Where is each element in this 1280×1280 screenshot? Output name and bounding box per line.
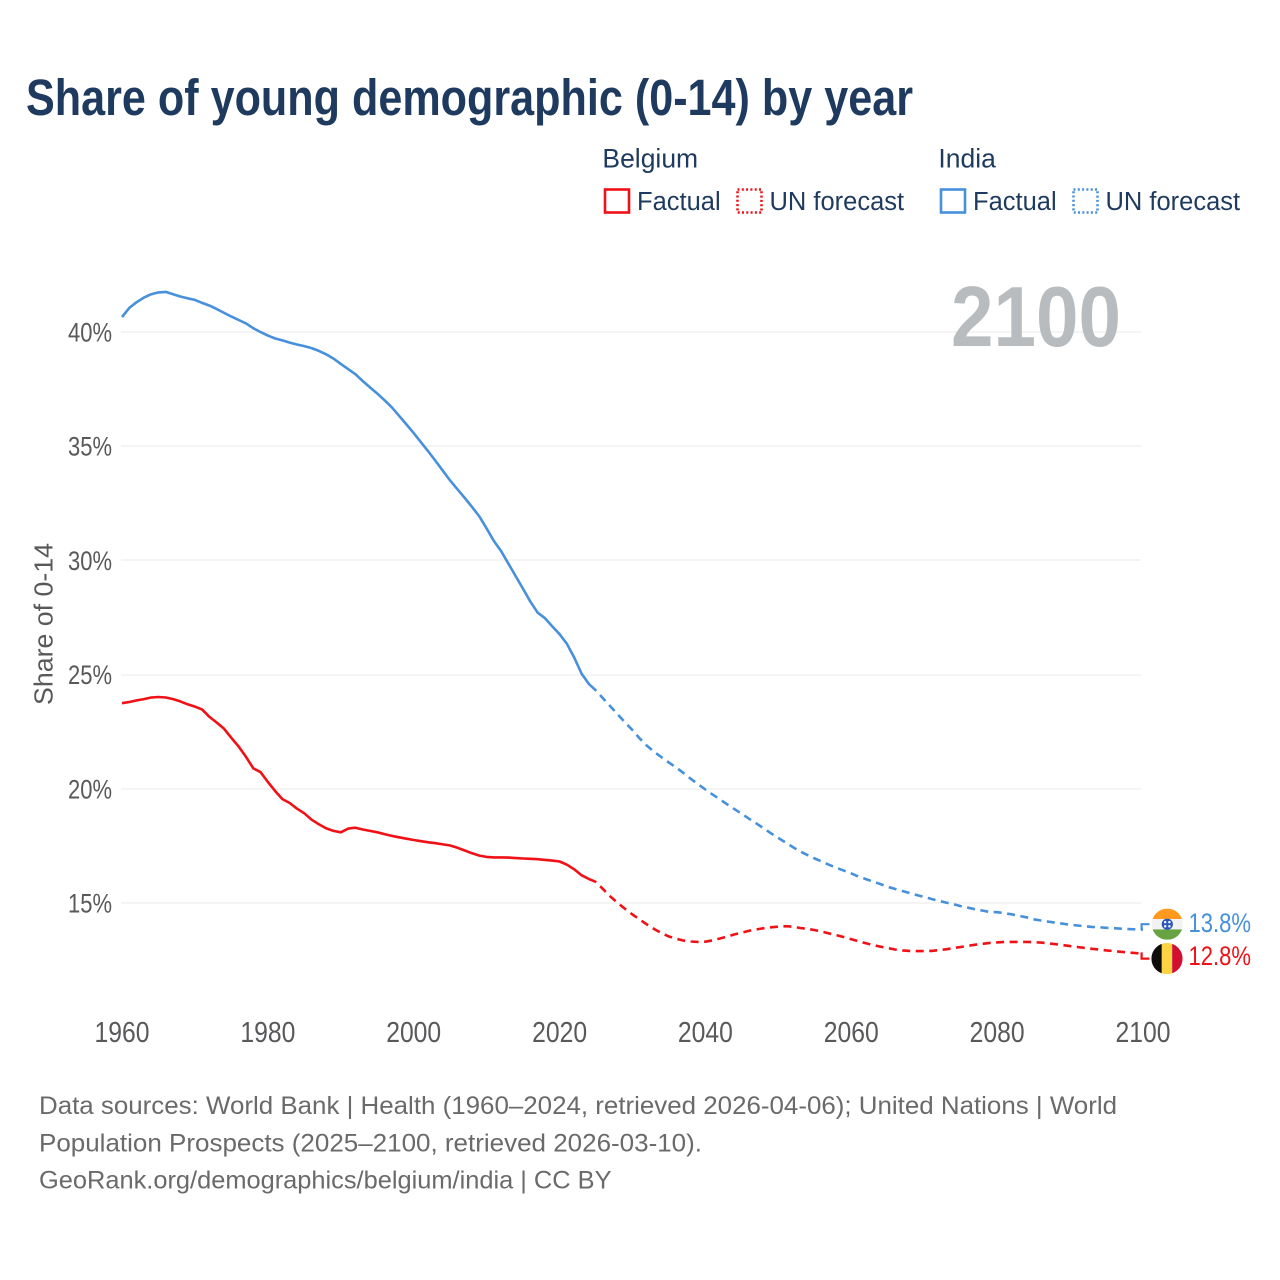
svg-text:40%: 40% — [68, 317, 112, 347]
svg-text:Population Prospects (2025–210: Population Prospects (2025–2100, retriev… — [39, 1130, 702, 1158]
svg-text:2100: 2100 — [951, 270, 1121, 365]
svg-text:2060: 2060 — [824, 1017, 879, 1049]
svg-text:1960: 1960 — [95, 1017, 150, 1049]
svg-text:25%: 25% — [68, 660, 112, 690]
svg-text:35%: 35% — [68, 432, 112, 462]
svg-text:12.8%: 12.8% — [1189, 941, 1252, 971]
svg-text:Factual: Factual — [637, 188, 721, 216]
svg-text:2040: 2040 — [678, 1017, 733, 1049]
svg-text:Share of young demographic (0-: Share of young demographic (0-14) by yea… — [26, 69, 913, 126]
svg-text:India: India — [938, 144, 996, 174]
svg-text:15%: 15% — [68, 889, 112, 919]
svg-text:2080: 2080 — [970, 1017, 1025, 1049]
svg-text:UN forecast: UN forecast — [1106, 188, 1241, 216]
svg-text:Factual: Factual — [973, 188, 1057, 216]
svg-text:13.8%: 13.8% — [1189, 908, 1252, 938]
svg-text:20%: 20% — [68, 774, 112, 804]
svg-text:1980: 1980 — [240, 1017, 295, 1049]
svg-text:Share of 0-14: Share of 0-14 — [31, 543, 59, 705]
svg-text:Data sources: World Bank | Hea: Data sources: World Bank | Health (1960–… — [39, 1092, 1117, 1120]
svg-text:30%: 30% — [68, 546, 112, 576]
svg-text:GeoRank.org/demographics/belgi: GeoRank.org/demographics/belgium/india |… — [39, 1167, 612, 1195]
svg-text:Belgium: Belgium — [602, 144, 698, 174]
svg-text:2000: 2000 — [386, 1017, 441, 1049]
svg-text:2020: 2020 — [532, 1017, 587, 1049]
svg-text:UN forecast: UN forecast — [770, 188, 905, 216]
svg-text:2100: 2100 — [1116, 1017, 1171, 1049]
